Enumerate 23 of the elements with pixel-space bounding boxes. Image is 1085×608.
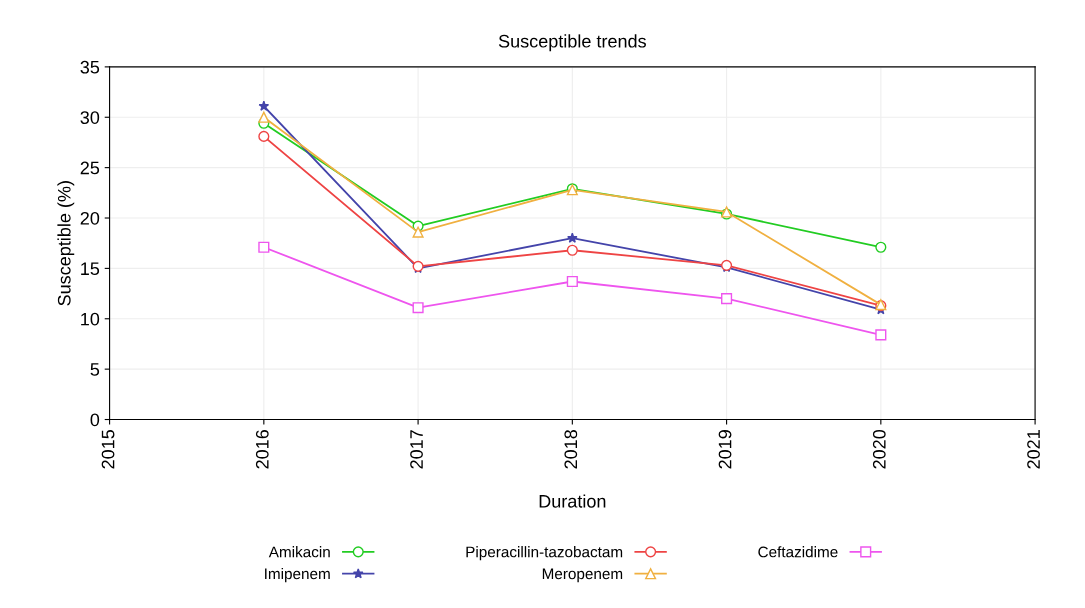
x-tick-label: 2016 — [255, 430, 269, 469]
y-tick-label: 15 — [81, 262, 100, 276]
x-tick-label: 2018 — [564, 430, 578, 469]
x-tick-label: 2020 — [872, 429, 886, 469]
x-axis-title: Duration — [539, 494, 606, 508]
x-tick-label: 2021 — [1027, 430, 1040, 469]
chart-title: Susceptible trends — [498, 34, 646, 52]
legend-label: Piperacillin-tazobactam — [466, 546, 623, 561]
y-tick-label: 20 — [80, 211, 100, 225]
y-tick-label: 0 — [90, 413, 100, 427]
legend-label: Meropenem — [542, 568, 623, 583]
y-tick-label: 35 — [80, 60, 100, 74]
x-tick-label: 2017 — [410, 430, 423, 469]
y-tick-label: 25 — [80, 161, 100, 175]
legend-label: Imipenem — [265, 568, 330, 583]
y-tick-label: 30 — [80, 111, 100, 124]
y-tick-label: 10 — [81, 312, 100, 326]
y-tick-label: 5 — [90, 363, 100, 376]
legend-label: Amikacin — [268, 546, 330, 558]
y-axis-title: Susceptible (%) — [57, 181, 75, 306]
legend-label: Ceftazidime — [758, 546, 838, 558]
x-tick-label: 2019 — [718, 430, 732, 469]
x-tick-label: 2015 — [101, 430, 115, 469]
